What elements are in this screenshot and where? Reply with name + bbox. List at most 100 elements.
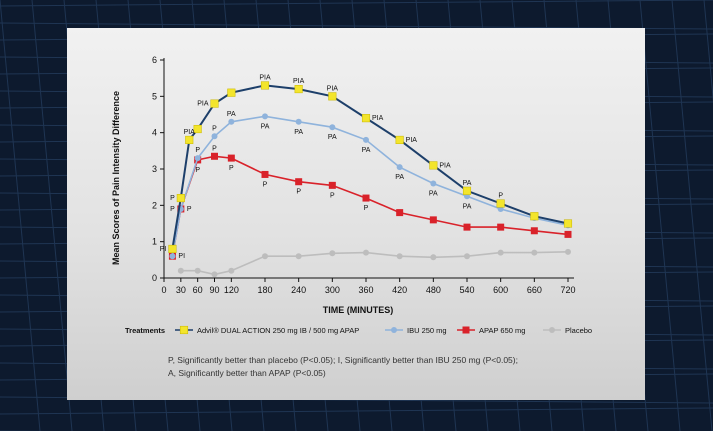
significance-label: PA <box>463 203 472 210</box>
x-tick-label: 60 <box>193 285 203 295</box>
x-tick-label: 90 <box>209 285 219 295</box>
x-tick-label: 540 <box>459 285 474 295</box>
data-point <box>294 85 303 94</box>
data-point <box>464 253 470 260</box>
data-point <box>227 88 236 97</box>
y-tick-label: 3 <box>152 164 157 174</box>
series-line <box>171 115 569 257</box>
significance-label: PI <box>178 253 185 260</box>
data-point <box>261 170 269 178</box>
data-point <box>295 253 302 260</box>
data-point <box>262 253 268 260</box>
x-tick-label: 240 <box>291 285 306 295</box>
x-tick-label: 660 <box>527 285 542 295</box>
significance-label: PI <box>160 246 167 253</box>
significance-label: P <box>498 193 503 200</box>
data-point <box>362 194 370 202</box>
data-point <box>295 118 302 125</box>
legend-label: Placebo <box>565 326 592 335</box>
y-axis-title: Mean Scores of Pain Intensity Difference <box>111 91 121 265</box>
significance-label: PA <box>395 174 404 181</box>
y-tick-label: 2 <box>152 200 157 210</box>
x-tick-label: 120 <box>224 285 239 295</box>
data-point <box>228 267 235 274</box>
data-point <box>430 180 437 187</box>
x-tick-label: 600 <box>493 285 508 295</box>
significance-label: PIA <box>293 78 305 85</box>
series-line <box>180 251 569 276</box>
data-point <box>193 124 202 134</box>
data-point <box>295 178 303 186</box>
data-point <box>429 216 437 224</box>
series-layer <box>168 81 573 278</box>
data-point <box>531 249 538 256</box>
data-point <box>194 267 201 274</box>
data-point <box>211 152 218 160</box>
data-point <box>328 92 337 101</box>
legend-title: Treatments <box>125 326 165 335</box>
y-tick-label: 6 <box>152 55 157 65</box>
significance-label: PA <box>227 111 236 118</box>
data-point <box>211 271 218 278</box>
data-point <box>497 249 504 256</box>
significance-label: PIA <box>406 137 418 144</box>
data-point <box>496 199 505 208</box>
bg-grid-line <box>671 0 713 431</box>
y-tick-label: 0 <box>152 273 157 283</box>
data-point <box>228 118 235 125</box>
significance-label: PA <box>362 147 371 154</box>
legend-swatch-marker <box>462 326 470 334</box>
data-point <box>262 113 268 120</box>
legend: Treatments Advil® DUAL ACTION 250 mg IB … <box>125 325 592 335</box>
significance-label: PIA <box>327 85 339 92</box>
significance-label: P <box>195 147 200 154</box>
data-point <box>211 133 218 140</box>
significance-label: P <box>195 167 200 174</box>
x-tick-label: 420 <box>392 285 407 295</box>
significance-label: PIA <box>184 129 196 136</box>
data-point <box>497 223 505 231</box>
legend-swatch-marker <box>391 327 397 333</box>
x-tick-label: 30 <box>176 285 186 295</box>
significance-label: PA <box>429 191 438 198</box>
data-point <box>227 154 235 162</box>
y-tick-label: 5 <box>152 91 157 101</box>
legend-item: IBU 250 mg <box>385 326 447 335</box>
significance-label: PA <box>261 123 270 130</box>
y-tick-label: 1 <box>152 237 157 247</box>
data-point <box>396 253 403 260</box>
legend-label: Advil® DUAL ACTION 250 mg IB / 500 mg AP… <box>197 326 359 335</box>
significance-label: PIA <box>372 115 384 122</box>
series-ibu-250-mg <box>169 113 571 260</box>
significance-label: P <box>212 125 217 132</box>
significance-label: P <box>229 165 234 172</box>
bg-grid-line <box>0 0 41 431</box>
data-point <box>396 164 403 171</box>
chart-panel: 0 1 2 3 4 5 6 0 30 60 90 120 180 240 300 360 420 480 540 60… <box>67 28 645 400</box>
x-tick-label: 180 <box>257 285 272 295</box>
bg-grid-line <box>0 0 713 7</box>
footnote-line-1: P, Significantly better than placebo (P<… <box>168 355 518 365</box>
data-point <box>328 181 336 189</box>
significance-label: PA <box>294 129 303 136</box>
footnote-line-2: A, Significantly better than APAP (P<0.0… <box>168 368 326 378</box>
data-point <box>169 253 176 260</box>
data-point <box>363 249 369 256</box>
data-point <box>361 114 371 123</box>
data-point <box>462 186 472 195</box>
significance-label: P <box>212 145 217 152</box>
significance-label: P <box>296 189 301 196</box>
legend-label: IBU 250 mg <box>407 326 447 335</box>
data-point <box>430 254 437 261</box>
x-tick-label: 360 <box>358 285 373 295</box>
legend-item: Advil® DUAL ACTION 250 mg IB / 500 mg AP… <box>175 325 359 335</box>
significance-label: PIA <box>439 162 451 169</box>
data-point <box>396 209 404 217</box>
significance-label: PA <box>463 180 472 187</box>
data-point <box>563 219 573 228</box>
legend-item: Placebo <box>543 326 592 335</box>
data-point <box>463 223 471 231</box>
